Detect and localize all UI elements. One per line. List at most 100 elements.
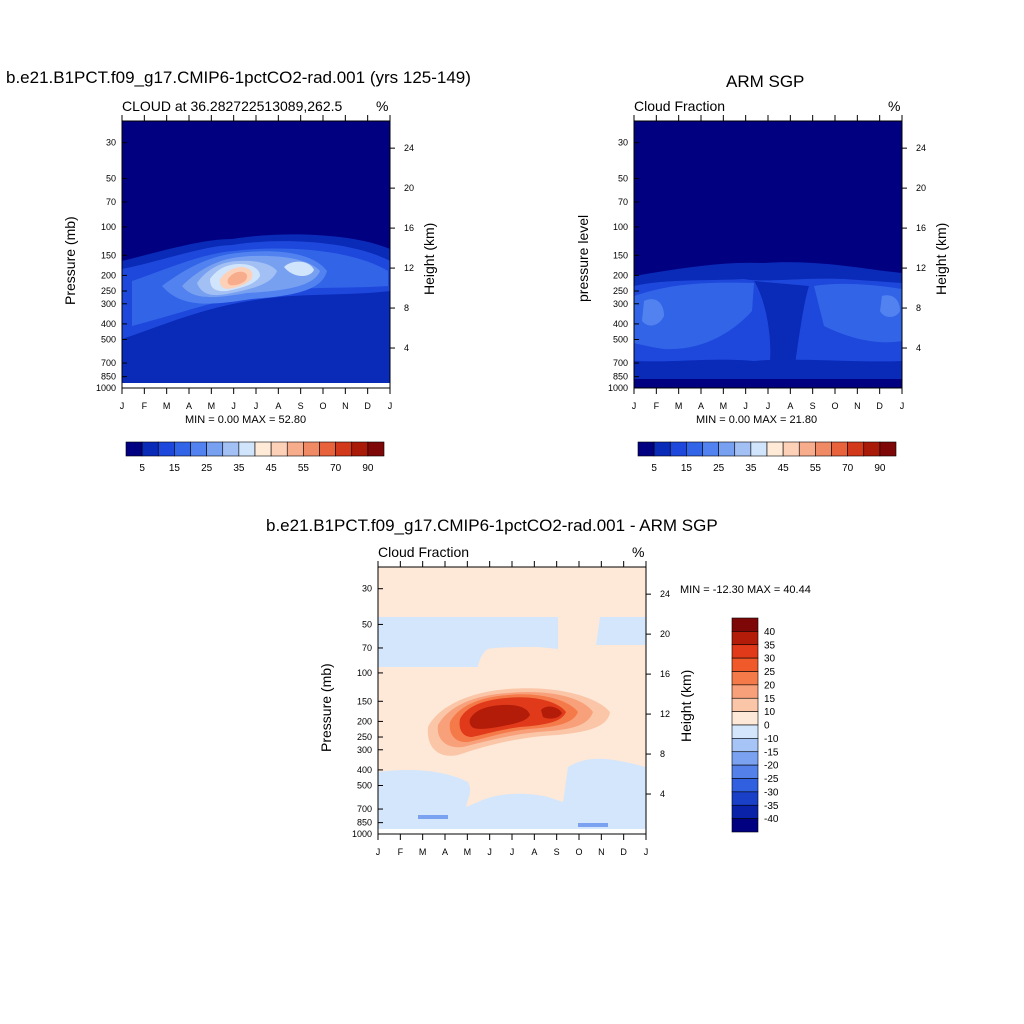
y-tick-label: 500 (101, 335, 116, 345)
panel1-minmax: MIN = 0.00 MAX = 52.80 (185, 414, 307, 426)
x-tick-label: N (598, 847, 605, 857)
colorbar-label: 45 (778, 463, 790, 474)
y-right-tick-label: 8 (660, 749, 665, 759)
x-tick-label: A (186, 401, 192, 411)
x-tick-label: N (854, 401, 861, 411)
panel2-contour-20b (880, 295, 900, 317)
x-tick-label: F (654, 401, 660, 411)
colorbar-label: 5 (139, 463, 145, 474)
panel3-colorbar: 40 35 30 25 20 15 10 0 -10 -15 -20 -25 -30 -35 -40 (731, 617, 779, 833)
colorbar-swatch (731, 724, 759, 739)
x-tick-label: F (398, 847, 404, 857)
x-tick-label: N (342, 401, 349, 411)
panel2-contour-15b (814, 283, 902, 343)
colorbar-swatch (731, 644, 759, 659)
y-right-tick-label: 20 (404, 183, 414, 193)
colorbar-swatch (731, 738, 759, 753)
panel2-contour-gap (754, 281, 809, 371)
y-tick-label: 400 (101, 319, 116, 329)
y-right-tick-label: 24 (404, 143, 414, 153)
colorbar-swatch (731, 671, 759, 686)
y-tick-label: 700 (613, 358, 628, 368)
y-tick-label: 250 (101, 286, 116, 296)
panel1-contour-40b (284, 261, 314, 277)
y-tick-label: 200 (613, 270, 628, 280)
x-tick-label: J (743, 401, 748, 411)
panel3-contour-neg-lower (378, 758, 646, 829)
y-right-tick-label: 4 (916, 343, 921, 353)
colorbar-swatch (731, 764, 759, 779)
panel1-title: b.e21.B1PCT.f09_g17.CMIP6-1pctCO2-rad.00… (6, 68, 471, 87)
x-tick-label: M (464, 847, 472, 857)
y-tick-label: 30 (106, 138, 116, 148)
panel1-y-ticks-right: 24 20 16 12 8 4 (390, 143, 414, 353)
colorbar-label: 15 (169, 463, 181, 474)
x-tick-label: O (319, 401, 326, 411)
x-tick-label: A (787, 401, 793, 411)
y-right-tick-label: 16 (404, 223, 414, 233)
colorbar-label: -40 (764, 814, 779, 825)
x-tick-label: J (254, 401, 259, 411)
y-tick-label: 1000 (96, 383, 116, 393)
y-right-tick-label: 4 (660, 789, 665, 799)
y-tick-label: 70 (106, 197, 116, 207)
y-right-tick-label: 20 (916, 183, 926, 193)
colorbar-swatch (731, 657, 759, 672)
y-tick-label: 100 (101, 222, 116, 232)
y-right-tick-label: 20 (660, 629, 670, 639)
y-tick-label: 50 (618, 173, 628, 183)
colorbar-label: 90 (362, 463, 374, 474)
x-tick-label: M (208, 401, 216, 411)
panel3-contour-35b (541, 706, 562, 719)
colorbar-label: 15 (681, 463, 693, 474)
y-right-tick-label: 24 (916, 143, 926, 153)
x-tick-label: J (900, 401, 905, 411)
colorbar-label: -30 (764, 787, 779, 798)
colorbar-swatch (731, 778, 759, 793)
y-tick-label: 70 (618, 197, 628, 207)
x-tick-label: A (275, 401, 281, 411)
y-tick-label: 700 (357, 804, 372, 814)
y-tick-label: 200 (101, 270, 116, 280)
y-tick-label: 30 (618, 138, 628, 148)
x-tick-label: J (487, 847, 492, 857)
panel3-contour-neg-dot1 (418, 815, 448, 819)
colorbar-label: -35 (764, 801, 779, 812)
x-tick-label: A (442, 847, 448, 857)
colorbar-label: 90 (874, 463, 886, 474)
panel1-subtitle: CLOUD at 36.282722513089,262.5 (122, 98, 343, 114)
panel2-surface-band (634, 379, 902, 383)
x-tick-label: D (876, 401, 883, 411)
colorbar-label: 5 (651, 463, 657, 474)
colorbar-swatch (731, 711, 759, 726)
y-tick-label: 400 (613, 319, 628, 329)
panel3-minmax: MIN = -12.30 MAX = 40.44 (680, 584, 811, 596)
colorbar-label: 30 (764, 654, 776, 665)
y-tick-label: 150 (613, 250, 628, 260)
y-tick-label: 850 (613, 372, 628, 382)
y-tick-label: 500 (357, 781, 372, 791)
x-tick-label: D (620, 847, 627, 857)
y-tick-label: 70 (362, 643, 372, 653)
colorbar-label: 15 (764, 694, 776, 705)
panel2-subtitle: Cloud Fraction (634, 98, 726, 114)
panel3-contour-neg-upper-right (596, 617, 646, 645)
y-tick-label: 30 (362, 584, 372, 594)
colorbar-label: 10 (764, 707, 776, 718)
x-tick-label: O (831, 401, 838, 411)
y-tick-label: 850 (357, 818, 372, 828)
y-tick-label: 250 (357, 732, 372, 742)
panel1-units: % (376, 98, 389, 114)
colorbar-label: 40 (764, 627, 776, 638)
y-tick-label: 100 (613, 222, 628, 232)
y-right-tick-label: 16 (916, 223, 926, 233)
panel2-contour-20 (642, 299, 664, 326)
x-tick-label: M (419, 847, 427, 857)
panel2-title: ARM SGP (726, 72, 805, 91)
x-tick-label: J (120, 401, 125, 411)
colorbar-swatch (731, 751, 759, 766)
panel3-contour-35 (469, 704, 530, 729)
